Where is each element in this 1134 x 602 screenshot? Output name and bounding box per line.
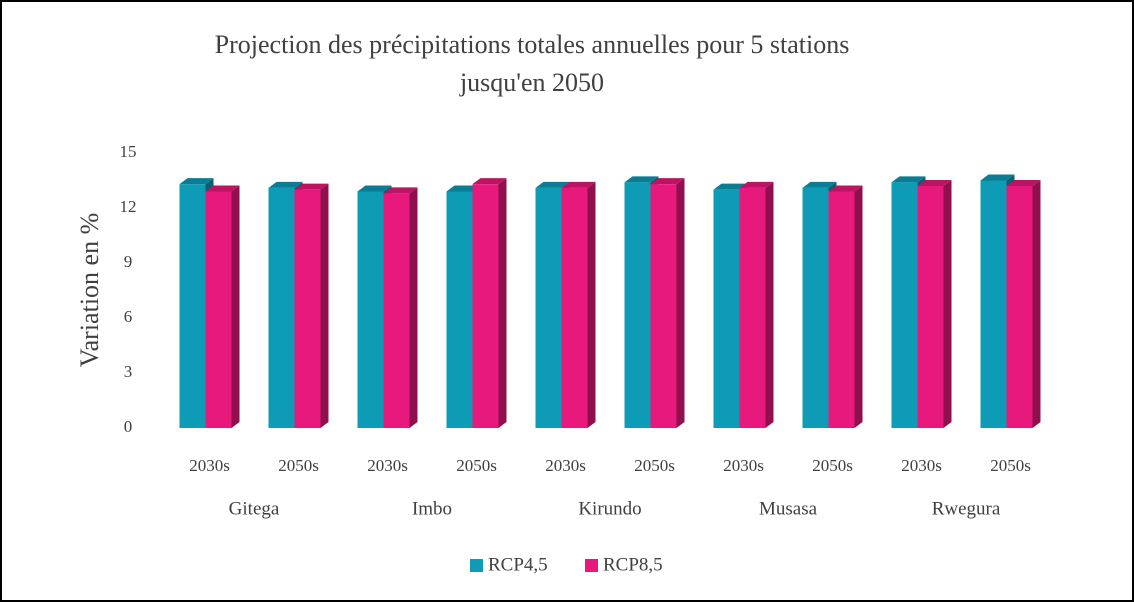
bar <box>739 187 766 428</box>
bar-top <box>179 178 214 185</box>
bar-side <box>587 181 596 428</box>
bar-top <box>739 181 774 188</box>
bar-top <box>828 185 863 192</box>
chart-title: Projection des précipitations totales an… <box>215 30 850 97</box>
x-tick-label: 2030s <box>367 456 408 475</box>
bar-side <box>943 180 952 428</box>
bar-top <box>294 183 329 190</box>
x-tick-label: 2030s <box>545 456 586 475</box>
bar-top <box>205 185 240 192</box>
bar-top <box>650 178 685 185</box>
legend-swatch <box>585 559 598 572</box>
bar-top <box>535 181 570 188</box>
group-label: Kirundo <box>578 498 641 519</box>
bar <box>179 184 206 428</box>
bar-top <box>357 185 392 192</box>
legend-label: RCP8,5 <box>603 554 663 575</box>
bar-side <box>854 185 863 428</box>
bar-side <box>498 178 507 428</box>
bar <box>294 189 321 428</box>
y-tick-label: 3 <box>124 362 133 381</box>
bar <box>268 187 295 428</box>
bar <box>713 189 740 428</box>
x-tick-label: 2050s <box>456 456 497 475</box>
bar-top <box>446 185 481 192</box>
bar <box>357 191 384 428</box>
bar-side <box>409 187 418 428</box>
x-tick-label: 2050s <box>634 456 675 475</box>
y-tick-label: 0 <box>124 417 133 436</box>
group-label: Imbo <box>412 498 452 519</box>
bar-top <box>268 181 303 188</box>
legend-label: RCP4,5 <box>488 554 548 575</box>
bar <box>828 191 855 428</box>
bar-top <box>802 181 837 188</box>
bar-top <box>713 183 748 190</box>
bar-side <box>765 181 774 428</box>
bar <box>472 184 499 428</box>
x-tick-label: 2030s <box>901 456 942 475</box>
y-axis-label: Variation en % <box>75 213 104 368</box>
group-label: Rwegura <box>932 498 1001 519</box>
y-tick-label: 15 <box>120 142 137 161</box>
bar-top <box>980 174 1015 181</box>
bar <box>802 187 829 428</box>
bar <box>535 187 562 428</box>
bar-top <box>561 181 596 188</box>
bar-top <box>917 180 952 186</box>
bar-top <box>891 176 926 183</box>
bar <box>383 193 410 428</box>
legend-swatch <box>470 559 483 572</box>
y-tick-label: 9 <box>124 252 133 271</box>
y-tick-label: 6 <box>124 307 133 326</box>
bar <box>917 186 944 428</box>
bar-top <box>472 178 507 185</box>
bar <box>446 191 473 428</box>
bar-top <box>624 176 659 183</box>
bar-side <box>320 183 329 428</box>
group-label: Gitega <box>229 498 280 519</box>
bar <box>561 187 588 428</box>
bar-top <box>1006 180 1041 186</box>
bar <box>891 182 918 428</box>
x-tick-label: 2050s <box>990 456 1031 475</box>
group-label: Musasa <box>759 498 818 519</box>
bar-top <box>383 187 418 194</box>
x-tick-label: 2050s <box>278 456 319 475</box>
x-tick-label: 2030s <box>189 456 230 475</box>
bar-side <box>231 185 240 428</box>
bar <box>624 182 651 428</box>
bar <box>205 191 232 428</box>
x-tick-label: 2050s <box>812 456 853 475</box>
y-tick-label: 12 <box>120 197 137 216</box>
bar-side <box>676 178 685 428</box>
bar <box>980 180 1007 428</box>
bar <box>650 184 677 428</box>
bar <box>1006 186 1033 428</box>
x-tick-label: 2030s <box>723 456 764 475</box>
bar-side <box>1032 180 1041 428</box>
